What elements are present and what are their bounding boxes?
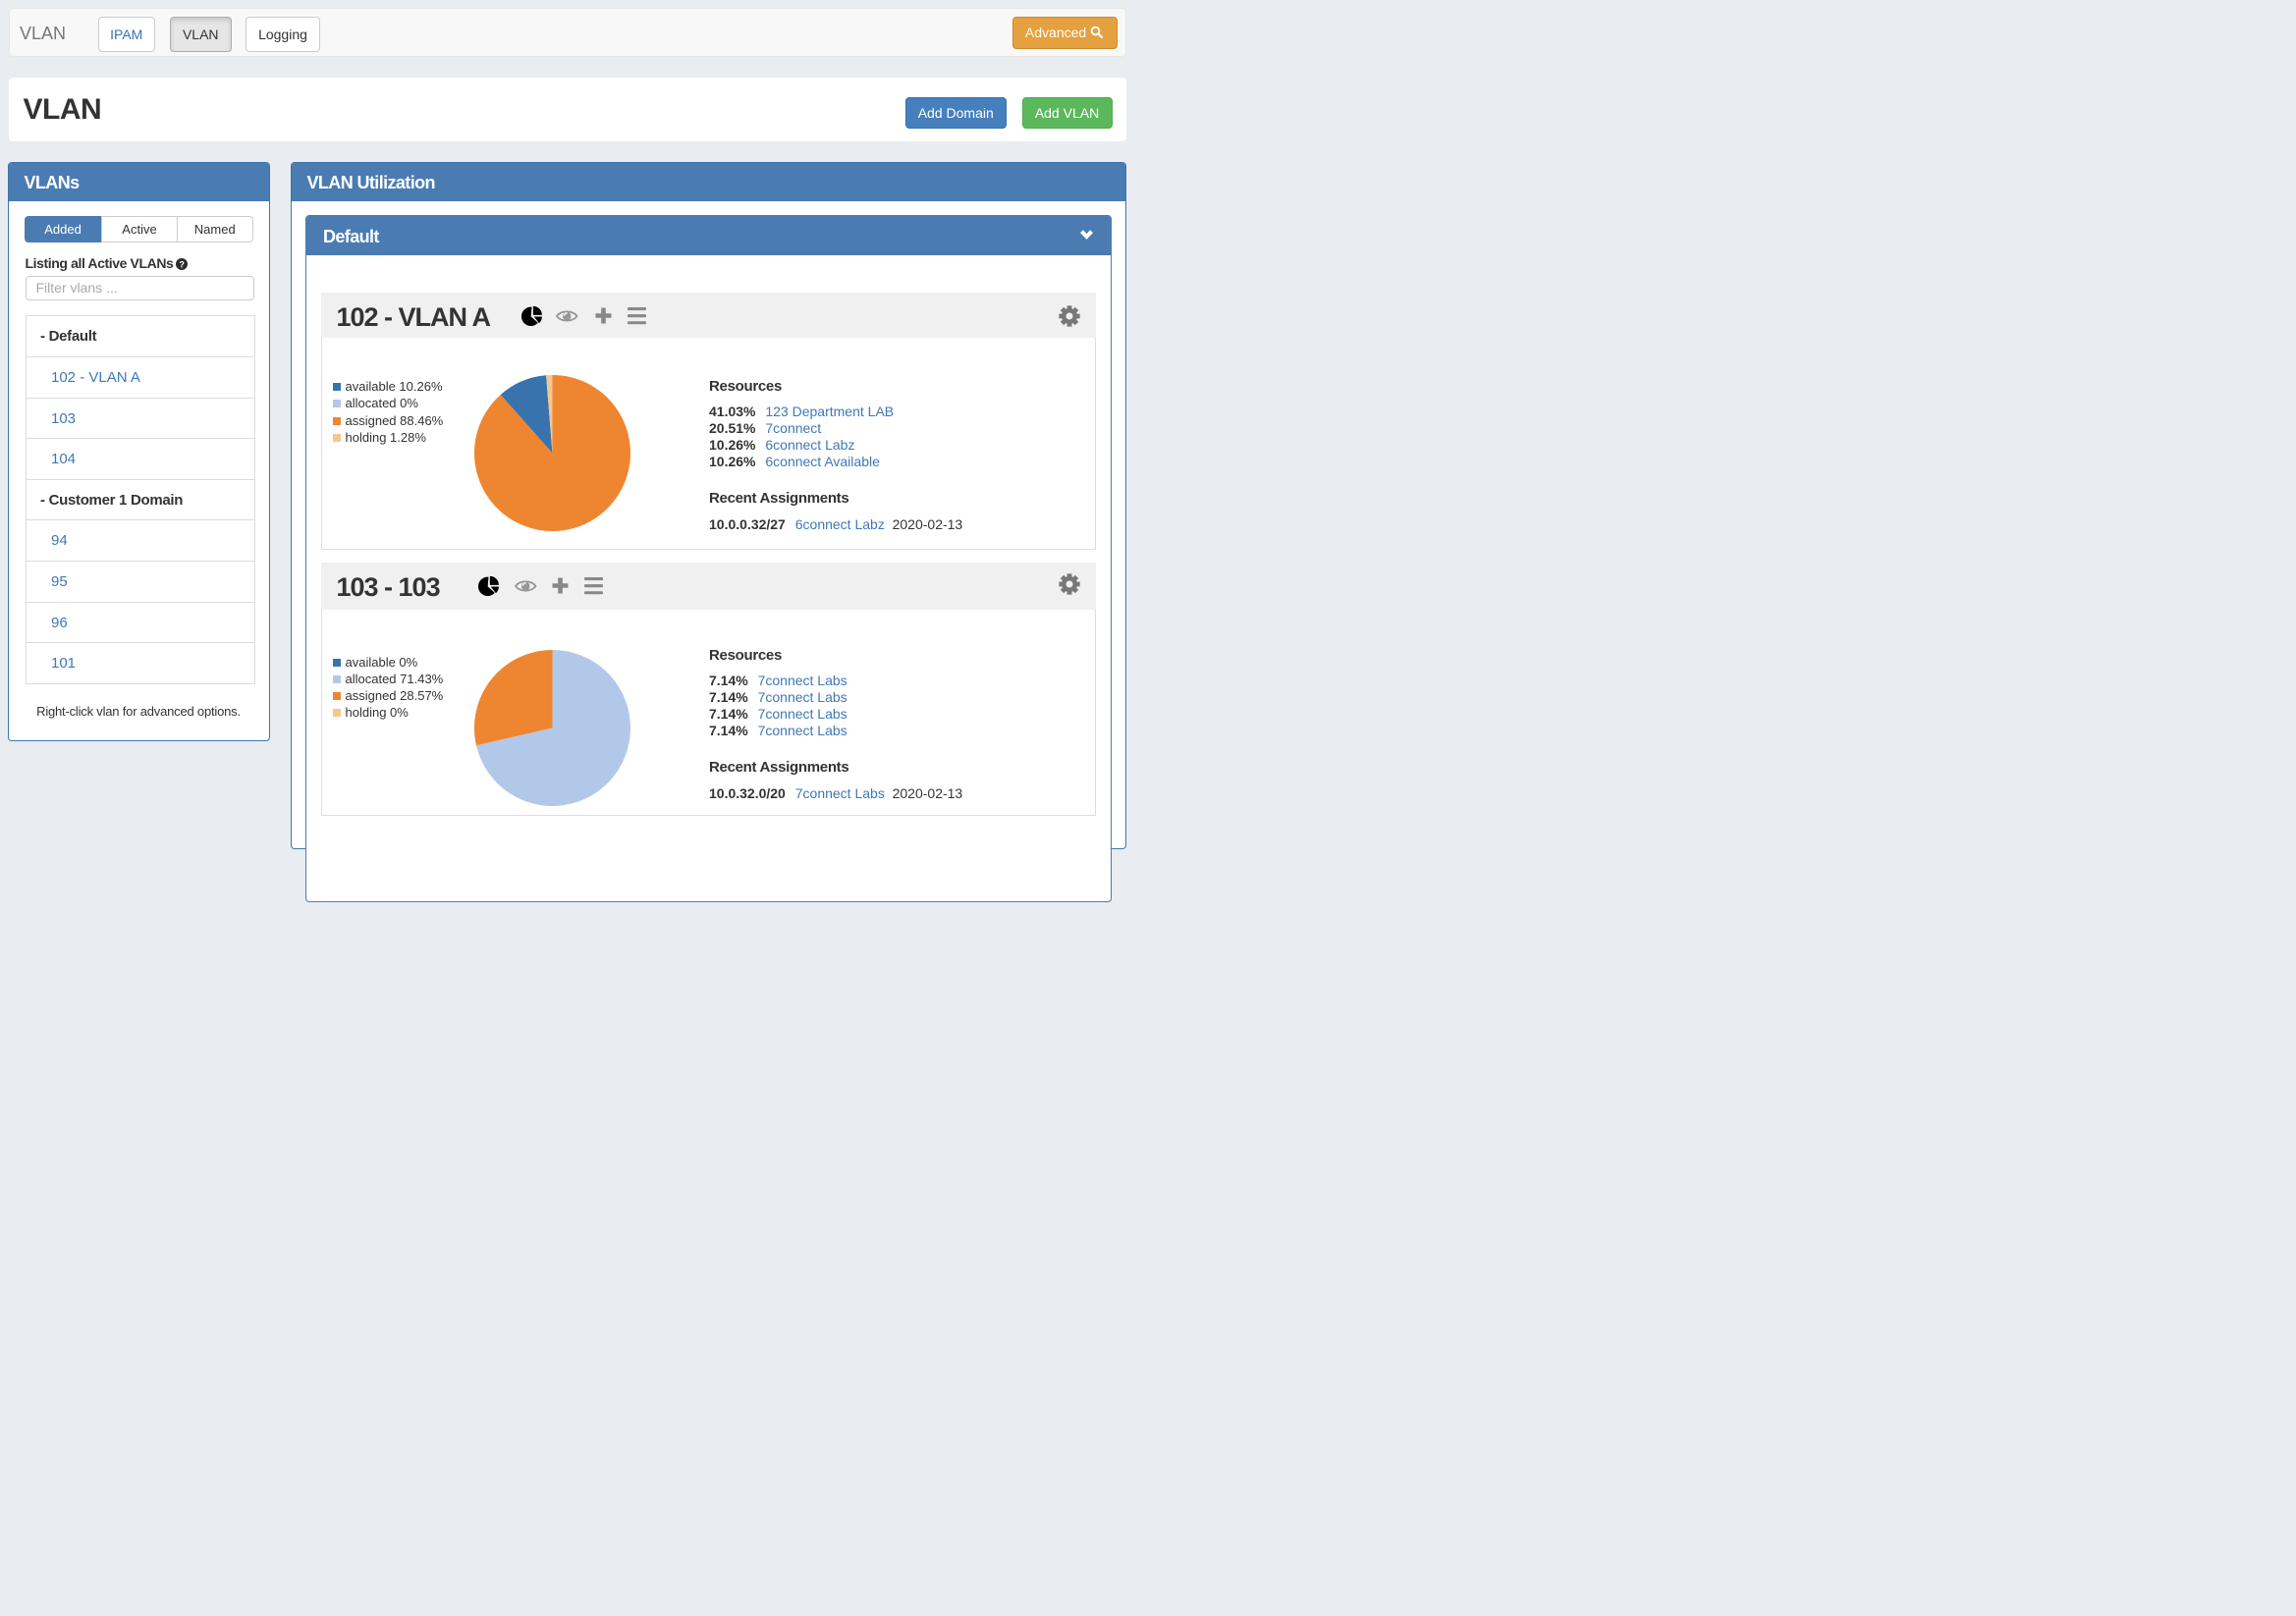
svg-text:?: ? (180, 259, 185, 269)
